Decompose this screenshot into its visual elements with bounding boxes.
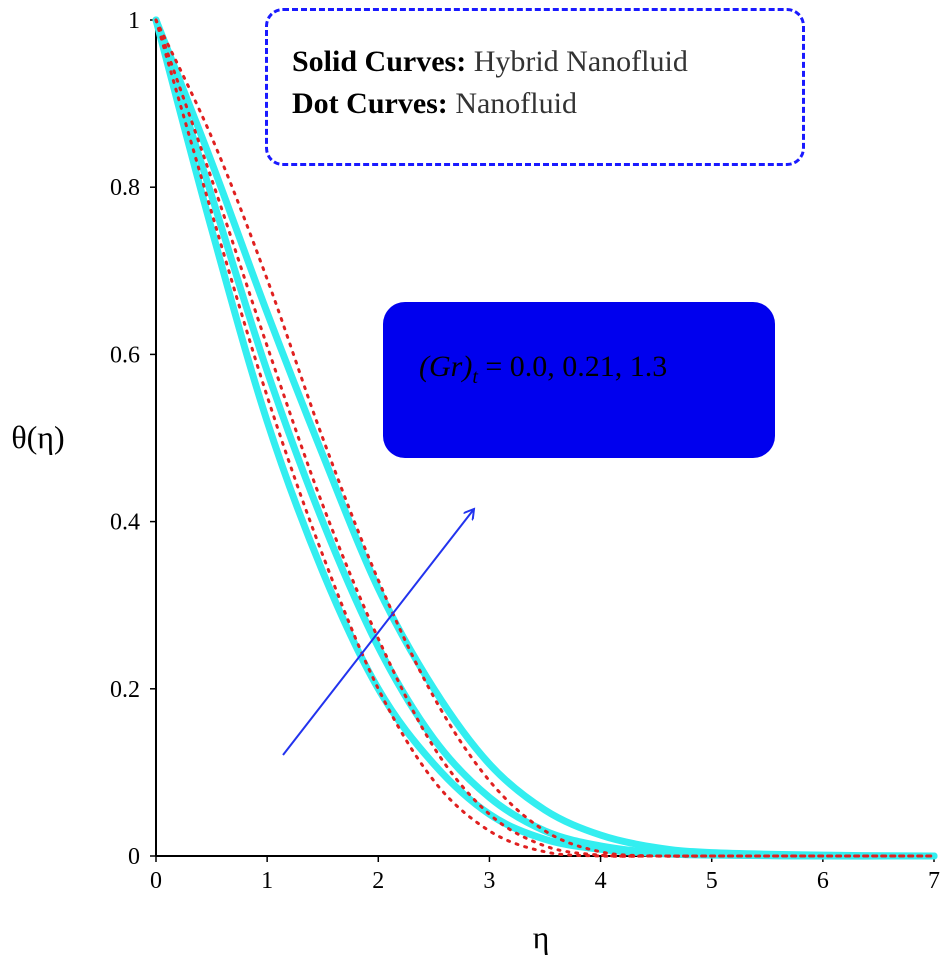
x-tick-label: 2	[372, 868, 384, 894]
y-tick-label: 0.6	[110, 342, 140, 368]
legend: Solid Curves: Hybrid Nanofluid Dot Curve…	[265, 8, 805, 166]
y-tick-label: 1	[128, 8, 140, 34]
x-tick-label: 1	[261, 868, 273, 894]
x-tick-label: 6	[817, 868, 829, 894]
solid-curve-2	[152, 16, 938, 860]
legend-entry-dot: Dot Curves: Nanofluid	[292, 83, 802, 125]
legend-solid-text: Hybrid Nanofluid	[466, 45, 688, 78]
y-tick-label: 0.8	[110, 175, 140, 201]
y-tick-label: 0.2	[110, 677, 140, 703]
x-tick-label: 7	[928, 868, 940, 894]
trend-arrow	[282, 509, 474, 756]
legend-dot-text: Nanofluid	[447, 87, 577, 120]
legend-entry-solid: Solid Curves: Hybrid Nanofluid	[292, 41, 802, 83]
x-tick-label: 0	[150, 868, 162, 894]
param-subscript: t	[472, 366, 478, 388]
x-tick-label: 3	[483, 868, 495, 894]
param-values: = 0.0, 0.21, 1.3	[477, 350, 668, 383]
y-tick-label: 0.4	[110, 510, 140, 536]
legend-dot-label: Dot Curves:	[292, 87, 448, 120]
y-axis-title: θ(η)	[11, 419, 64, 455]
dotted-curve-5	[154, 18, 936, 858]
param-symbol: (Gr)	[419, 350, 473, 383]
x-tick-label: 4	[595, 868, 607, 894]
y-tick-label: 0	[128, 844, 140, 870]
legend-solid-label: Solid Curves:	[292, 45, 467, 78]
x-axis-title: η	[533, 919, 550, 955]
parameter-annotation: (Gr)t = 0.0, 0.21, 1.3	[383, 302, 775, 458]
axes: 0 1 2 3 4 5 6 7 0 0.2 0.4 0.6 0.8 1	[110, 8, 940, 894]
curves	[152, 16, 938, 860]
x-tick-label: 5	[706, 868, 718, 894]
